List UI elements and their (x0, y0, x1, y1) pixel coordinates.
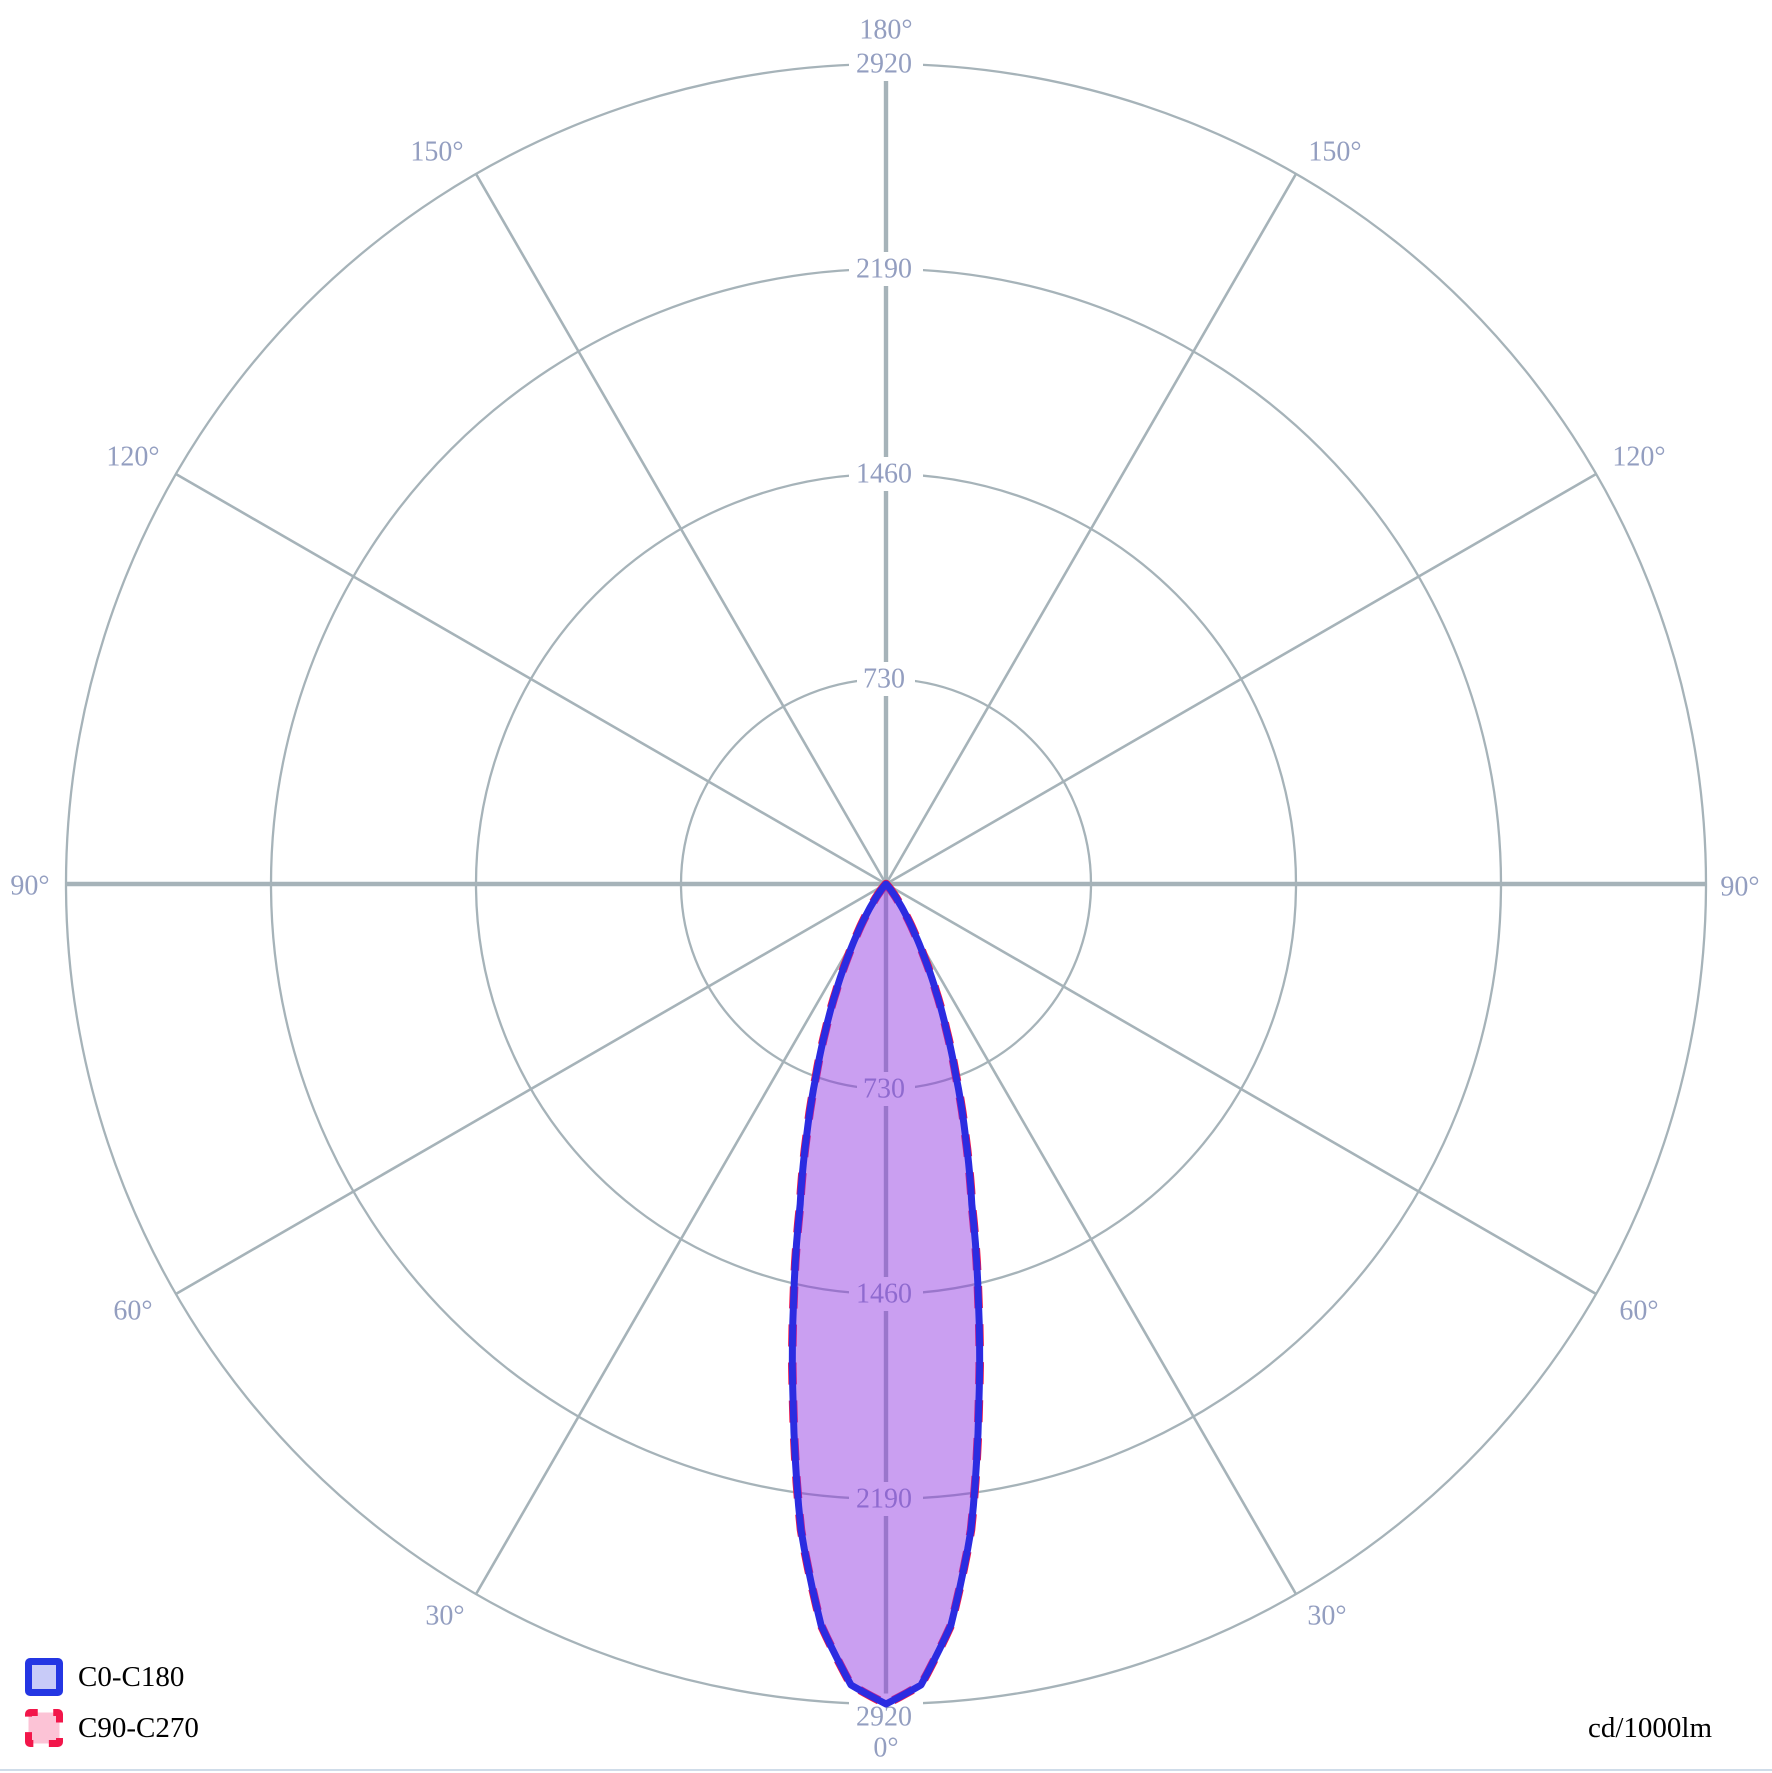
radial-tick-label: 730 (863, 664, 905, 695)
legend-label-c0-c180: C0-C180 (78, 1661, 185, 1693)
angle-tick-label: 150° (1308, 137, 1361, 168)
radial-tick-label: 1460 (856, 459, 912, 490)
tick-label-gap (849, 1277, 923, 1311)
tick-label-gap (849, 1482, 923, 1516)
legend-item-c0-c180: C0-C180 (25, 1658, 199, 1696)
angle-tick-label: 30° (425, 1601, 464, 1632)
tick-label-gap (857, 1072, 915, 1106)
tick-label-gap (849, 1693, 923, 1728)
c0-c180-swatch-icon (25, 1658, 63, 1696)
radial-tick-label: 1460 (856, 1279, 912, 1310)
angle-tick-label: 180° (859, 15, 912, 46)
angle-tick-label: 120° (1612, 442, 1665, 473)
tick-label-gap (849, 47, 923, 81)
legend-item-c90-c270: C90-C270 (25, 1709, 199, 1747)
radial-tick-label: 2190 (856, 254, 912, 285)
tick-label-gap (849, 252, 923, 286)
angle-tick-label: 60° (1619, 1296, 1658, 1327)
legend-swatch-rect (25, 1709, 63, 1747)
grid-spoke (175, 472, 887, 886)
radial-tick-label: 730 (863, 1074, 905, 1105)
grid-spoke (884, 883, 1298, 1595)
angle-tick-label: 120° (106, 442, 159, 473)
tick-label-gap (857, 662, 915, 696)
grid-spoke (474, 173, 888, 885)
legend: C0-C180 C90-C270 (25, 1658, 199, 1747)
c90-c270-swatch-icon (25, 1709, 63, 1747)
angle-tick-label: 90° (10, 871, 49, 902)
grid-spoke (885, 882, 1597, 1296)
legend-label-c90-c270: C90-C270 (78, 1712, 199, 1744)
units-label: cd/1000lm (1587, 1712, 1712, 1744)
angle-tick-label: 60° (113, 1296, 152, 1327)
radial-tick-label: 2920 (856, 49, 912, 80)
grid-spoke (885, 472, 1597, 886)
grid-spoke (474, 883, 888, 1595)
grid-spoke (884, 173, 1298, 885)
angle-tick-label: 30° (1307, 1601, 1346, 1632)
beam-curve-c0-c180 (788, 880, 984, 1708)
tick-label-gap (849, 457, 923, 491)
grid-spoke (175, 882, 887, 1296)
legend-swatch-rect (25, 1658, 63, 1696)
angle-tick-label: 150° (410, 137, 463, 168)
angle-tick-label: 0° (873, 1733, 898, 1764)
bottom-edge-line (0, 1769, 1772, 1771)
angle-tick-label: 90° (1720, 872, 1759, 903)
radial-tick-label: 2190 (856, 1484, 912, 1515)
